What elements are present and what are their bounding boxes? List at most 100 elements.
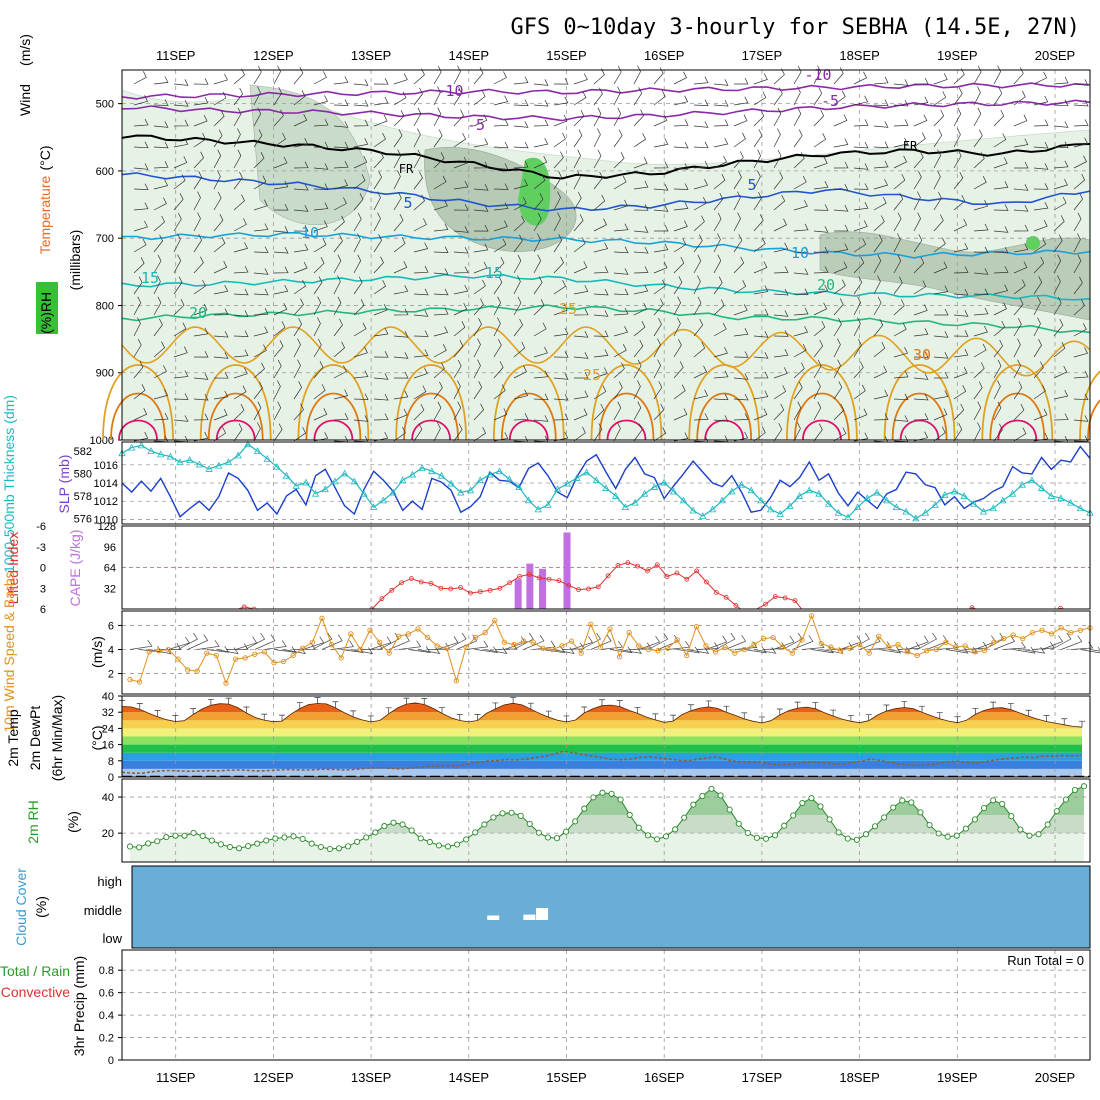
wind-barb xyxy=(513,413,529,421)
wind-barb xyxy=(453,302,468,316)
wind-barb xyxy=(813,266,829,274)
wind-speed-point xyxy=(770,634,776,641)
wind-barb xyxy=(1013,338,1021,358)
wind-barb xyxy=(233,385,247,400)
wind-10m-barb xyxy=(840,635,862,650)
wind-barb xyxy=(393,285,409,295)
wind-barb xyxy=(273,156,288,169)
thickness-point xyxy=(970,499,978,507)
wind-barb xyxy=(233,367,248,379)
wind-barb xyxy=(993,302,1007,316)
wind-barb xyxy=(553,413,569,421)
wind-barb xyxy=(353,233,361,253)
li-point xyxy=(635,563,641,569)
temp-minmax-whisker xyxy=(154,710,161,717)
wind-speed-point xyxy=(1010,632,1016,638)
thickness-point xyxy=(650,483,659,490)
rh-point xyxy=(953,832,960,839)
wind-barb xyxy=(533,137,549,148)
wind-barb xyxy=(653,261,668,274)
wind-barb xyxy=(1033,95,1049,106)
wind-barb xyxy=(213,426,226,442)
wind-barb xyxy=(393,73,408,85)
wind-10m-barb xyxy=(926,635,948,650)
wind-barb xyxy=(673,256,685,274)
temp-minmax-whisker xyxy=(385,707,392,714)
wind-barb xyxy=(573,308,589,316)
wind-barb xyxy=(513,389,529,400)
wind-barb xyxy=(793,401,802,421)
wind-barb xyxy=(633,180,649,190)
temperature-contour-line xyxy=(121,99,1091,122)
wind-barb xyxy=(173,415,189,422)
wind-barb xyxy=(753,191,762,211)
thickness-tick-label: 576 xyxy=(74,513,92,525)
wind-10m-barb xyxy=(389,634,410,650)
thickness-point xyxy=(524,496,533,504)
wind-barb xyxy=(233,404,245,421)
wind-barb xyxy=(193,350,209,358)
wind-barb xyxy=(493,338,502,358)
thickness-point xyxy=(205,465,213,472)
wind-barb xyxy=(753,214,764,232)
rh-line xyxy=(129,785,1085,850)
wind-speed-point xyxy=(463,644,469,650)
wind-barb xyxy=(653,114,668,127)
cape-bar xyxy=(514,579,522,609)
wind-barb xyxy=(173,233,181,253)
wind-barb xyxy=(713,155,728,169)
li-point xyxy=(369,606,375,609)
wind-speed-point xyxy=(1077,627,1084,633)
wind-barb xyxy=(473,261,488,274)
wind-barb xyxy=(633,246,649,254)
wind-barb xyxy=(273,132,286,148)
rh-point xyxy=(263,837,270,844)
wind-barb xyxy=(873,275,881,295)
wind-barb xyxy=(193,303,208,316)
contour-label: 25 xyxy=(583,366,601,384)
li-tick-label: -6 xyxy=(36,521,46,533)
wind-barb xyxy=(913,280,927,295)
contour-label: -5 xyxy=(467,116,485,134)
contour-label: -10 xyxy=(436,82,463,100)
thickness-point xyxy=(157,450,165,458)
wind-barb xyxy=(574,371,589,379)
wind-barb xyxy=(1073,192,1084,211)
wind-barb xyxy=(433,223,449,232)
wind-barb xyxy=(333,215,345,232)
wind-barb xyxy=(173,370,189,379)
li-point xyxy=(487,587,493,593)
wind-10m-barb xyxy=(600,640,623,650)
rh-point xyxy=(544,834,551,841)
wind-10m-barb xyxy=(993,635,1016,650)
wind-barb xyxy=(633,157,648,169)
li-point xyxy=(595,584,601,590)
stability-panel: -6 -3 0 3 6 32 64 96 128 Lifted Index CAPE (J/kg) xyxy=(5,521,1091,616)
rh-point xyxy=(781,822,788,829)
temp-tick-label: 0 xyxy=(108,772,114,784)
wind-barb xyxy=(453,340,464,358)
rh-point xyxy=(981,805,988,812)
wind-barb xyxy=(433,422,441,442)
wind-barb xyxy=(413,171,423,190)
rh-point xyxy=(463,836,470,843)
wind-barb xyxy=(933,261,948,274)
wind-barb xyxy=(673,276,683,295)
wind-10m-barb xyxy=(677,646,700,654)
top-date-label: 17SEP xyxy=(742,48,782,63)
wind-barb xyxy=(853,276,863,295)
wind-speed-point xyxy=(876,633,882,639)
li-point xyxy=(507,580,513,586)
wind-barb xyxy=(833,317,842,337)
cloud-cover-panel: high middle low Cloud Cover (%) xyxy=(13,865,1091,949)
wind-barb xyxy=(593,68,605,85)
wind-barb xyxy=(1033,220,1048,232)
wind-barb xyxy=(1013,90,1026,106)
wind-barb xyxy=(133,361,144,379)
li-point xyxy=(576,587,581,593)
wind-10m-barb xyxy=(1080,647,1100,654)
wind-barb xyxy=(973,362,985,379)
wind-barb xyxy=(793,268,809,275)
wind-barb xyxy=(453,156,468,169)
wind-barb xyxy=(133,118,149,127)
